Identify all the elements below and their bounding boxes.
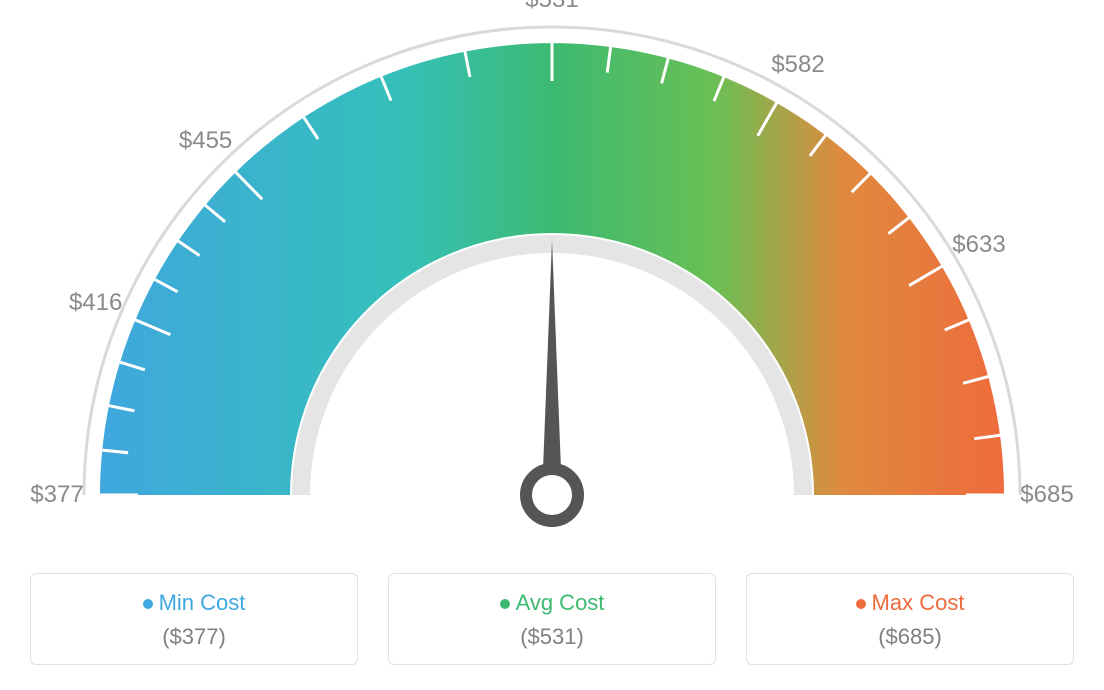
legend-card-min: Min Cost ($377) — [30, 573, 358, 665]
tick-label: $531 — [525, 0, 578, 14]
gauge-svg — [0, 0, 1104, 555]
tick-label: $685 — [1020, 481, 1073, 509]
dot-icon — [500, 599, 510, 609]
legend-row: Min Cost ($377) Avg Cost ($531) Max Cost… — [30, 573, 1074, 665]
legend-avg-label: Avg Cost — [516, 590, 605, 615]
tick-label: $582 — [771, 51, 824, 79]
legend-min-title: Min Cost — [41, 592, 347, 614]
legend-max-label: Max Cost — [872, 590, 965, 615]
gauge-area: $377 $416 $455 $531 $582 $633 $685 — [0, 0, 1104, 555]
dot-icon — [143, 599, 153, 609]
legend-min-value: ($377) — [41, 624, 347, 650]
tick-label: $377 — [30, 481, 83, 509]
legend-card-max: Max Cost ($685) — [746, 573, 1074, 665]
legend-avg-title: Avg Cost — [399, 592, 705, 614]
tick-label: $455 — [179, 127, 232, 155]
dot-icon — [856, 599, 866, 609]
legend-avg-value: ($531) — [399, 624, 705, 650]
legend-card-avg: Avg Cost ($531) — [388, 573, 716, 665]
tick-label: $416 — [69, 289, 122, 317]
legend-max-title: Max Cost — [757, 592, 1063, 614]
legend-min-label: Min Cost — [159, 590, 246, 615]
tick-label: $633 — [952, 231, 1005, 259]
legend-max-value: ($685) — [757, 624, 1063, 650]
cost-gauge-chart: $377 $416 $455 $531 $582 $633 $685 Min Cost ($… — [0, 0, 1104, 690]
